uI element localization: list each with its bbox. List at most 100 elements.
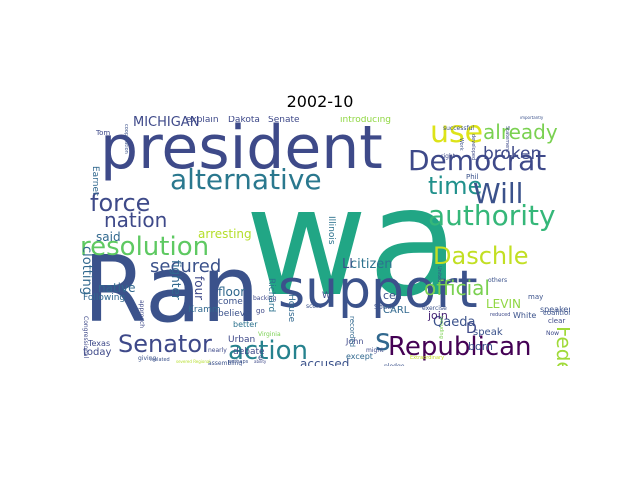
word-isolated: isolated <box>150 357 170 363</box>
word-phil: Phil <box>466 173 479 181</box>
word-speaker: speaker <box>540 305 570 314</box>
word-go: go <box>256 307 265 315</box>
word-earner: Earner <box>90 166 100 196</box>
word-official: official <box>424 276 490 300</box>
word-republican: Republican <box>388 332 532 362</box>
word-severed-regional: severed Regional <box>176 359 211 364</box>
word-virginia: Virginia <box>258 331 281 338</box>
word-cell: cell <box>383 289 402 302</box>
word-right: right <box>441 153 456 160</box>
word-score: score <box>306 303 323 310</box>
word-approach: approach <box>138 300 145 329</box>
word-join: join <box>428 309 448 322</box>
word-urban: Urban <box>228 335 256 345</box>
word-cloud: wa Ran president support alternative Democrat… <box>78 116 570 366</box>
word-alternative: alternative <box>170 163 322 196</box>
word-ran: Ran <box>83 236 260 343</box>
word-daschle: Daschle <box>433 242 529 270</box>
word-nation: nation <box>104 208 168 232</box>
word-exercise: exercise <box>422 305 447 312</box>
word-fighter: fighter <box>169 260 183 300</box>
word-qaeda: Qaeda <box>433 315 476 330</box>
word-president: president <box>100 116 383 183</box>
word-wa: wa <box>245 156 460 330</box>
word-citizen: citizen <box>350 257 393 272</box>
word-come: come <box>218 297 243 307</box>
word-united: United <box>436 266 442 283</box>
word-john: John <box>346 337 364 346</box>
word-recorded: recorded <box>348 316 356 348</box>
word-assembling: assembling <box>208 360 243 367</box>
word-will: Will <box>473 177 524 210</box>
word-extraordinary: Extraordinary <box>410 355 445 361</box>
word-might: might <box>366 347 384 354</box>
word-perhaps: perhaps <box>228 359 249 365</box>
chart-title: 2002-10 <box>286 92 354 111</box>
word-except: except <box>346 352 373 361</box>
word-action: action <box>228 336 309 366</box>
word-explain: explain <box>186 116 219 125</box>
word-backing: backing <box>253 295 277 302</box>
word-secured: secured <box>150 256 222 277</box>
word-already: already <box>483 120 558 144</box>
word-ll: Ll <box>342 257 353 272</box>
word-debate: debate <box>233 347 265 357</box>
word-michigan: MICHIGAN <box>133 116 200 130</box>
word-developed: developed <box>470 134 476 161</box>
word-s: s <box>375 323 391 358</box>
word-congressional: Congressional <box>82 316 89 359</box>
word-white: White <box>513 311 537 320</box>
word-may: may <box>528 293 544 301</box>
word-levin: LEVIN <box>486 297 521 311</box>
word-south: South <box>374 303 395 311</box>
word-nearly: nearly <box>208 347 227 354</box>
word-four: four <box>192 276 206 301</box>
word-force: force <box>90 189 151 217</box>
word-illinois: Illinois <box>326 216 336 245</box>
word-clear: clear <box>548 317 566 325</box>
word-giving: giving <box>138 355 157 362</box>
word-arresting: arresting <box>198 227 252 241</box>
word-tom: Tom <box>96 129 111 137</box>
word-work: Work <box>458 138 464 151</box>
word-native: native <box>98 281 136 295</box>
word-d: D <box>466 321 477 337</box>
word-born: born <box>468 340 494 353</box>
word-successful: successful <box>443 125 475 132</box>
word-carl: CARL <box>383 305 410 316</box>
word-now: Now <box>546 330 560 337</box>
word-house: House <box>286 294 296 323</box>
word-senator: Senator <box>118 330 212 358</box>
word-importantly: importantly <box>520 116 544 120</box>
word-ability: ability <box>254 359 267 364</box>
word-democrat: Democrat <box>408 144 547 177</box>
word-kramm: Kramm <box>188 305 221 315</box>
word-introducing: introducing <box>340 116 392 125</box>
word-coalition: coalition <box>543 309 570 317</box>
word-cooperation: cooperation <box>123 124 129 154</box>
word-time: time <box>428 172 483 200</box>
word-speak: speak <box>473 327 503 338</box>
word-following: Following <box>83 293 126 303</box>
word-believe: believe <box>218 309 251 319</box>
word-said: said <box>96 230 121 244</box>
word-senate: Senate <box>268 116 300 125</box>
word-e: e <box>258 353 263 362</box>
word-better: better <box>233 320 258 329</box>
word-dakota: Dakota <box>228 116 260 125</box>
word-reduced: reduced <box>490 312 511 318</box>
word-clotting: clotting <box>79 246 94 296</box>
word-support: support <box>278 260 478 320</box>
word-floor: floor <box>218 285 246 299</box>
word-w: W <box>322 291 331 301</box>
word-authority: authority <box>428 199 556 232</box>
word-statement: Statement <box>504 126 510 153</box>
word-including: including <box>438 316 444 339</box>
word-today: today <box>83 347 112 358</box>
word-accused: accused <box>300 357 350 366</box>
word-use: use <box>430 116 484 150</box>
word-broken: broken <box>483 144 542 164</box>
word-others: others <box>488 277 508 284</box>
word-texas: Texas <box>88 339 111 348</box>
word-resolution: resolution <box>80 232 210 262</box>
